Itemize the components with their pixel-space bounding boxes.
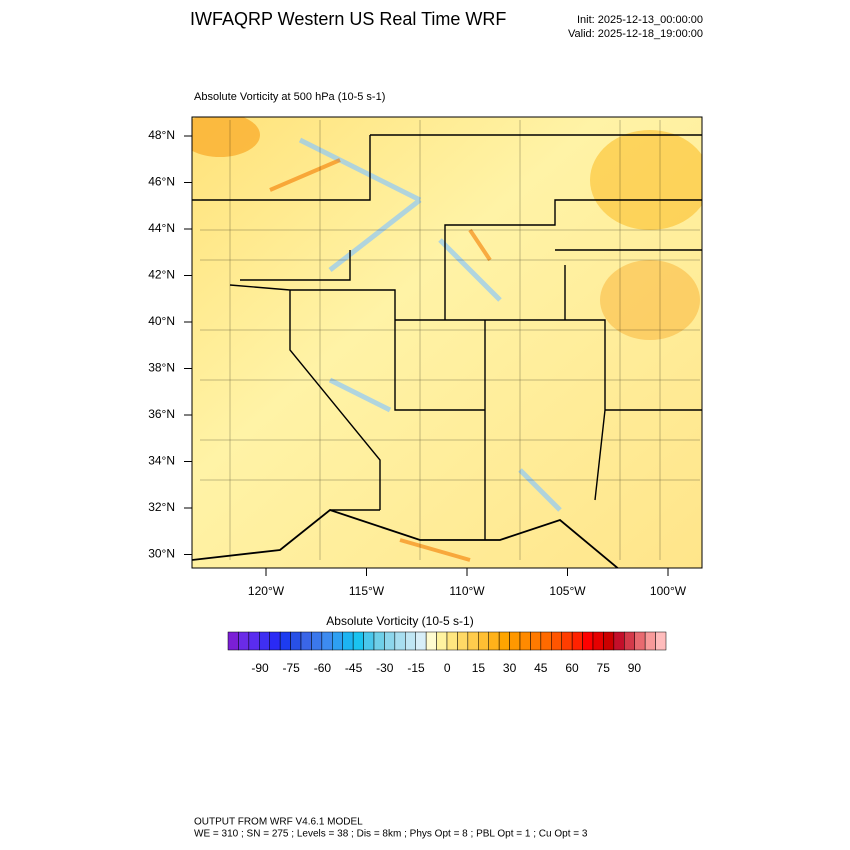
colorbar-box <box>634 631 646 651</box>
colorbar-box <box>269 631 281 651</box>
colorbar-box <box>551 631 562 651</box>
colorbar-box <box>259 631 270 651</box>
colorbar-box <box>457 631 469 651</box>
colorbar-label: -60 <box>314 661 332 675</box>
lon-label: 115°W <box>349 584 385 598</box>
colorbar-box <box>342 631 354 651</box>
colorbar-box <box>405 631 416 651</box>
colorbar-box <box>321 631 333 651</box>
lat-label: 46°N <box>148 175 175 189</box>
field-streak <box>269 158 492 562</box>
colorbar-label: -75 <box>283 661 301 675</box>
colorbar-box <box>446 631 458 651</box>
colorbar-label: -15 <box>407 661 425 675</box>
colorbar-title: Absolute Vorticity (10-5 s-1) <box>326 614 473 628</box>
map-subtitle: Absolute Vorticity at 500 hPa (10-5 s-1) <box>194 91 385 103</box>
colorbar-box <box>415 631 427 651</box>
colorbar-box <box>332 631 343 651</box>
lon-label: 100°W <box>650 584 687 598</box>
lon-label: 120°W <box>248 584 285 598</box>
colorbar-box <box>624 631 635 651</box>
lat-label: 30°N <box>148 547 175 561</box>
lat-label: 40°N <box>148 314 175 328</box>
colorbar-box <box>603 631 615 651</box>
lat-label: 32°N <box>148 500 175 514</box>
valid-time: Valid: 2025-12-18_19:00:00 <box>568 28 703 40</box>
colorbar: -90 -75 -60 -45 -30 -15 0 15 30 45 60 75 90 <box>227 631 667 675</box>
colorbar-box <box>655 631 667 651</box>
colorbar-box <box>644 631 656 651</box>
colorbar-box <box>530 631 542 651</box>
colorbar-box <box>394 631 406 651</box>
lat-label: 44°N <box>148 221 175 235</box>
colorbar-label: 75 <box>597 661 611 675</box>
county-borders <box>200 120 700 560</box>
colorbar-box <box>238 631 250 651</box>
map-frame <box>191 116 703 569</box>
colorbar-box <box>363 631 375 651</box>
colorbar-box <box>384 631 396 651</box>
colorbar-label: 30 <box>503 661 517 675</box>
colorbar-label: 60 <box>565 661 579 675</box>
lat-label: 38°N <box>148 361 175 375</box>
colorbar-label: -30 <box>376 661 394 675</box>
colorbar-box <box>373 631 385 651</box>
colorbar-box <box>509 631 521 651</box>
colorbar-box <box>561 631 573 651</box>
colorbar-label: 15 <box>472 661 486 675</box>
colorbar-box <box>467 631 479 651</box>
init-time: Init: 2025-12-13_00:00:00 <box>577 14 703 26</box>
colorbar-box <box>352 631 364 651</box>
map-field <box>192 117 702 568</box>
colorbar-label: 90 <box>628 661 642 675</box>
field-blob <box>600 260 700 340</box>
colorbar-box <box>290 631 302 651</box>
footer-line: OUTPUT FROM WRF V4.6.1 MODEL <box>194 817 363 828</box>
colorbar-box <box>311 631 323 651</box>
field-streak <box>298 137 562 512</box>
state-borders <box>192 134 702 568</box>
footer-line: WE = 310 ; SN = 275 ; Levels = 38 ; Dis … <box>194 829 588 840</box>
colorbar-box <box>248 631 260 651</box>
colorbar-box <box>498 631 510 651</box>
lon-label: 105°W <box>549 584 586 598</box>
colorbar-box <box>425 631 437 651</box>
lat-label: 42°N <box>148 268 175 282</box>
colorbar-label: 0 <box>444 661 451 675</box>
lat-label: 36°N <box>148 407 175 421</box>
colorbar-box <box>227 631 239 651</box>
colorbar-label: 45 <box>534 661 548 675</box>
colorbar-box <box>613 631 625 651</box>
lat-label: 48°N <box>148 128 175 142</box>
lat-label: 34°N <box>148 454 175 468</box>
colorbar-box <box>488 631 500 651</box>
colorbar-box <box>571 631 583 651</box>
colorbar-box <box>436 631 448 651</box>
field-blob <box>192 117 260 157</box>
colorbar-box <box>478 631 489 651</box>
colorbar-box <box>279 631 291 651</box>
colorbar-label: -45 <box>345 661 363 675</box>
lon-label: 110°W <box>449 584 485 598</box>
colorbar-box <box>540 631 552 651</box>
colorbar-box <box>582 631 594 651</box>
title: IWFAQRP Western US Real Time WRF <box>190 9 506 29</box>
colorbar-label: -90 <box>251 661 269 675</box>
colorbar-box <box>300 631 312 651</box>
colorbar-box <box>592 631 604 651</box>
field-blob <box>590 130 702 230</box>
colorbar-box <box>519 631 531 651</box>
